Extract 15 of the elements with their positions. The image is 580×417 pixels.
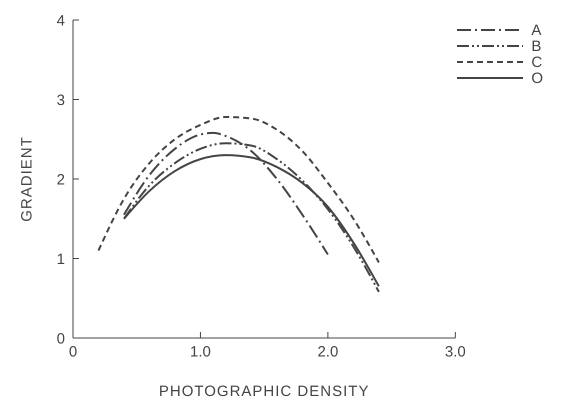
- x-tick-label: 0: [68, 344, 78, 361]
- legend-label: A: [531, 22, 542, 38]
- legend-label: O: [531, 70, 543, 86]
- x-tick-label: 2.0: [317, 344, 338, 361]
- x-tick-label: 1.0: [190, 344, 211, 361]
- y-tick-label: 3: [56, 92, 65, 109]
- x-axis-title: PHOTOGRAPHIC DENSITY: [158, 383, 370, 400]
- x-tick-label: 3.0: [444, 344, 466, 361]
- y-tick-label: 1: [56, 250, 65, 268]
- y-tick-label: 2: [56, 171, 65, 188]
- y-tick-label: 4: [56, 12, 65, 30]
- y-tick-label: 0: [56, 330, 65, 348]
- y-axis-title: GRADIENT: [18, 136, 36, 222]
- legend-label: B: [531, 38, 542, 54]
- legend-label: C: [531, 54, 542, 70]
